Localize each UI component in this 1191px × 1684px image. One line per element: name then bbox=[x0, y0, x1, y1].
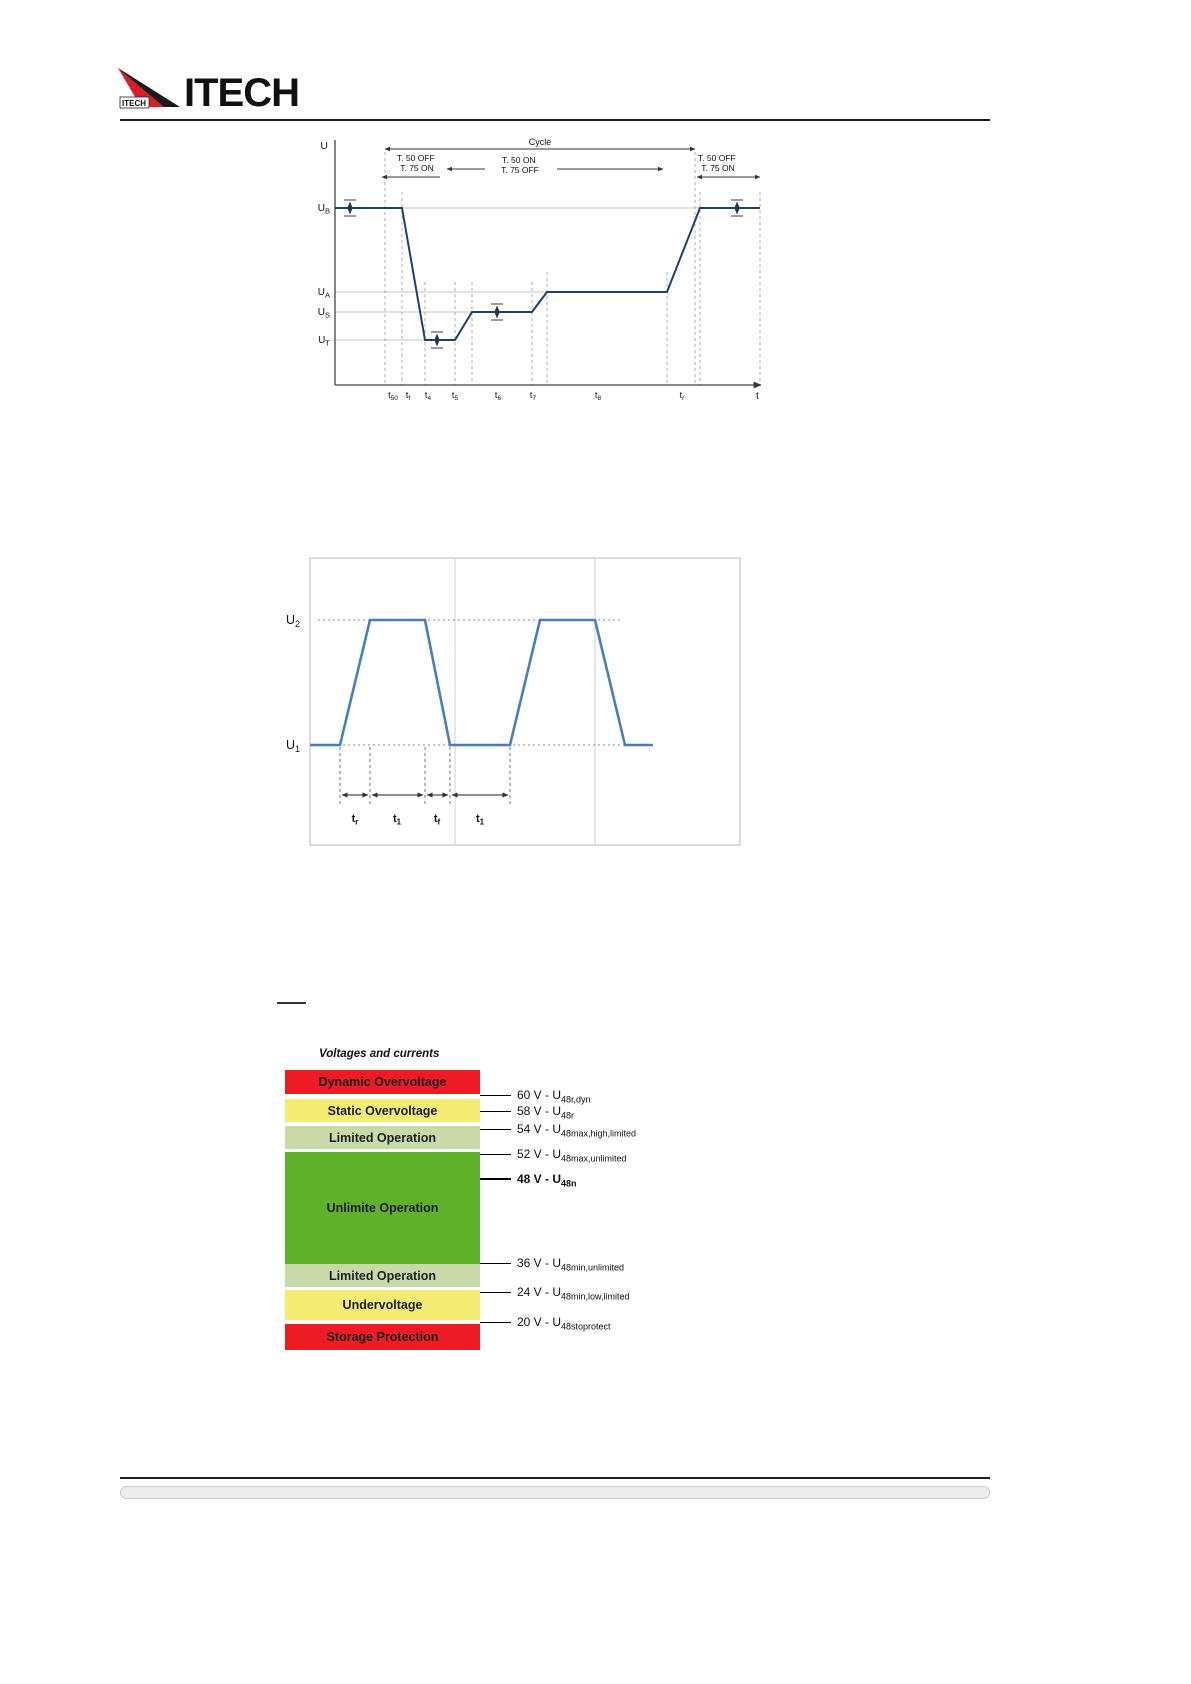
dashed-time-gridlines bbox=[384, 152, 761, 385]
logo-mark-dark bbox=[118, 68, 180, 107]
time-label-t1b: t1 bbox=[476, 813, 485, 827]
annotation-left: T. 50 OFF T. 75 ON bbox=[397, 153, 437, 173]
x-axis-label: t bbox=[756, 391, 759, 402]
band-limited-operation-low: Limited Operation bbox=[285, 1264, 480, 1287]
marker-label-52v: 52 V - U48max,unlimited bbox=[517, 1146, 627, 1166]
marker-line-24v bbox=[480, 1292, 511, 1293]
tolerance-arrow-ub-left bbox=[344, 199, 356, 217]
marker-text: 20 V - U bbox=[517, 1315, 562, 1329]
band-label: Unlimite Operation bbox=[326, 1201, 439, 1215]
marker-label-54v: 54 V - U48max,high,limited bbox=[517, 1121, 636, 1141]
band-label: Limited Operation bbox=[329, 1130, 436, 1145]
marker-line-60v bbox=[480, 1095, 511, 1096]
trapezoid-waveform bbox=[310, 618, 653, 747]
marker-label-20v: 20 V - U48stoprotect bbox=[517, 1314, 611, 1334]
marker-label-48v: 48 V - U48n bbox=[517, 1171, 577, 1191]
band-unlimited-operation: Unlimite Operation bbox=[285, 1152, 480, 1264]
tolerance-arrow-ut bbox=[431, 331, 443, 349]
marker-line-20v bbox=[480, 1322, 511, 1323]
band-label: Undervoltage bbox=[342, 1298, 423, 1312]
marker-text: 58 V - U bbox=[517, 1104, 562, 1118]
tolerance-arrow-ub-right bbox=[731, 199, 743, 217]
marker-text: 48 V - U bbox=[517, 1172, 562, 1186]
footer-bar bbox=[120, 1486, 990, 1499]
marker-label-36v: 36 V - U48min,unlimited bbox=[517, 1255, 624, 1275]
tolerance-arrows bbox=[344, 199, 743, 349]
time-label-t7: t7 bbox=[530, 390, 537, 402]
voltage-figure-title: Voltages and currents bbox=[319, 1048, 440, 1060]
cycle-label: Cycle bbox=[529, 137, 552, 147]
marker-subscript: 48max,unlimited bbox=[561, 1153, 627, 1164]
time-label-tr: tr bbox=[352, 813, 359, 827]
marker-text: 36 V - U bbox=[517, 1256, 562, 1270]
logo-brand-text: ITECH bbox=[184, 71, 299, 115]
logo-small-box bbox=[119, 96, 150, 109]
time-label-tf: tf bbox=[434, 813, 441, 827]
itech-logo: ITECH ITECH bbox=[118, 68, 300, 115]
time-label-tr: tr bbox=[680, 390, 686, 402]
band-limited-operation-high: Limited Operation bbox=[285, 1126, 480, 1149]
marker-subscript: 48max,high,limited bbox=[561, 1128, 637, 1139]
marker-subscript: 48r,dyn bbox=[561, 1094, 591, 1105]
time-axis-labels: t50 tf t4 t5 t6 t7 t8 tr bbox=[388, 390, 685, 402]
marker-label-58v: 58 V - U48r bbox=[517, 1103, 574, 1123]
time-label-t1a: t1 bbox=[393, 813, 402, 827]
band-label: Limited Operation bbox=[329, 1268, 436, 1283]
marker-line-36v bbox=[480, 1263, 511, 1264]
time-label-t5: t5 bbox=[452, 390, 459, 402]
plot-frame bbox=[309, 557, 741, 846]
marker-subscript: 48n bbox=[561, 1178, 577, 1189]
time-label-t4: t4 bbox=[425, 390, 432, 402]
time-label-t50: t50 bbox=[388, 390, 398, 402]
voltage-range-figure: Voltages and currents Dynamic Overvoltag… bbox=[285, 1048, 715, 1363]
marker-label-60v: 60 V - U48r,dyn bbox=[517, 1087, 591, 1107]
marker-line-58v bbox=[480, 1111, 511, 1112]
band-undervoltage: Undervoltage bbox=[285, 1290, 480, 1320]
tolerance-arrow-us bbox=[491, 303, 503, 321]
marker-text: 52 V - U bbox=[517, 1147, 562, 1161]
band-static-overvoltage: Static Overvoltage bbox=[285, 1099, 480, 1122]
logo-small-text: ITECH bbox=[122, 99, 146, 108]
marker-subscript: 48stoprotect bbox=[561, 1321, 611, 1332]
footer-divider bbox=[120, 1477, 990, 1479]
time-labels: tr t1 tf t1 bbox=[352, 813, 485, 827]
underline-mark bbox=[277, 1002, 306, 1004]
logo-mark-red bbox=[118, 68, 164, 107]
marker-text: 54 V - U bbox=[517, 1122, 562, 1136]
annotation-right: T. 50 OFF T. 75 ON bbox=[698, 153, 738, 173]
trapezoid-pulse-diagram: U2 U1 tr t1 tf t1 bbox=[286, 557, 741, 846]
time-label-tf: tf bbox=[406, 390, 411, 402]
marker-subscript: 48min,unlimited bbox=[561, 1262, 625, 1273]
band-label: Storage Protection bbox=[326, 1330, 439, 1344]
marker-line-54v bbox=[480, 1129, 511, 1130]
level-label-us: US bbox=[318, 307, 330, 320]
marker-text: 60 V - U bbox=[517, 1088, 562, 1102]
marker-text: 24 V - U bbox=[517, 1285, 562, 1299]
header-divider bbox=[120, 119, 990, 121]
band-label: Static Overvoltage bbox=[327, 1103, 438, 1118]
marker-subscript: 48r bbox=[561, 1110, 575, 1121]
time-label-t6: t6 bbox=[495, 390, 502, 402]
reference-gridlines bbox=[335, 207, 760, 341]
marker-line-48v bbox=[480, 1178, 511, 1180]
band-dynamic-overvoltage: Dynamic Overvoltage bbox=[285, 1070, 480, 1094]
band-label: Dynamic Overvoltage bbox=[318, 1075, 447, 1089]
voltage-timing-diagram: U t Cycle T. 50 OFF T. 75 ON T. 50 ON T.… bbox=[318, 137, 762, 402]
marker-label-24v: 24 V - U48min,low,limited bbox=[517, 1284, 630, 1304]
y-axis-label: U bbox=[320, 140, 328, 152]
marker-line-52v bbox=[480, 1154, 511, 1155]
time-label-t8: t8 bbox=[595, 390, 602, 402]
voltage-waveform bbox=[335, 207, 760, 341]
band-storage-protection: Storage Protection bbox=[285, 1324, 480, 1350]
level-label-ut: UT bbox=[318, 335, 330, 348]
marker-subscript: 48min,low,limited bbox=[561, 1291, 630, 1302]
level-label-u2: U2 bbox=[286, 613, 300, 629]
level-label-u1: U1 bbox=[286, 738, 300, 754]
level-label-ua: UA bbox=[318, 287, 330, 300]
annotation-center: T. 50 ON T. 75 OFF bbox=[501, 155, 539, 175]
time-dashed-lines bbox=[339, 747, 511, 805]
level-label-ub: UB bbox=[318, 203, 330, 216]
